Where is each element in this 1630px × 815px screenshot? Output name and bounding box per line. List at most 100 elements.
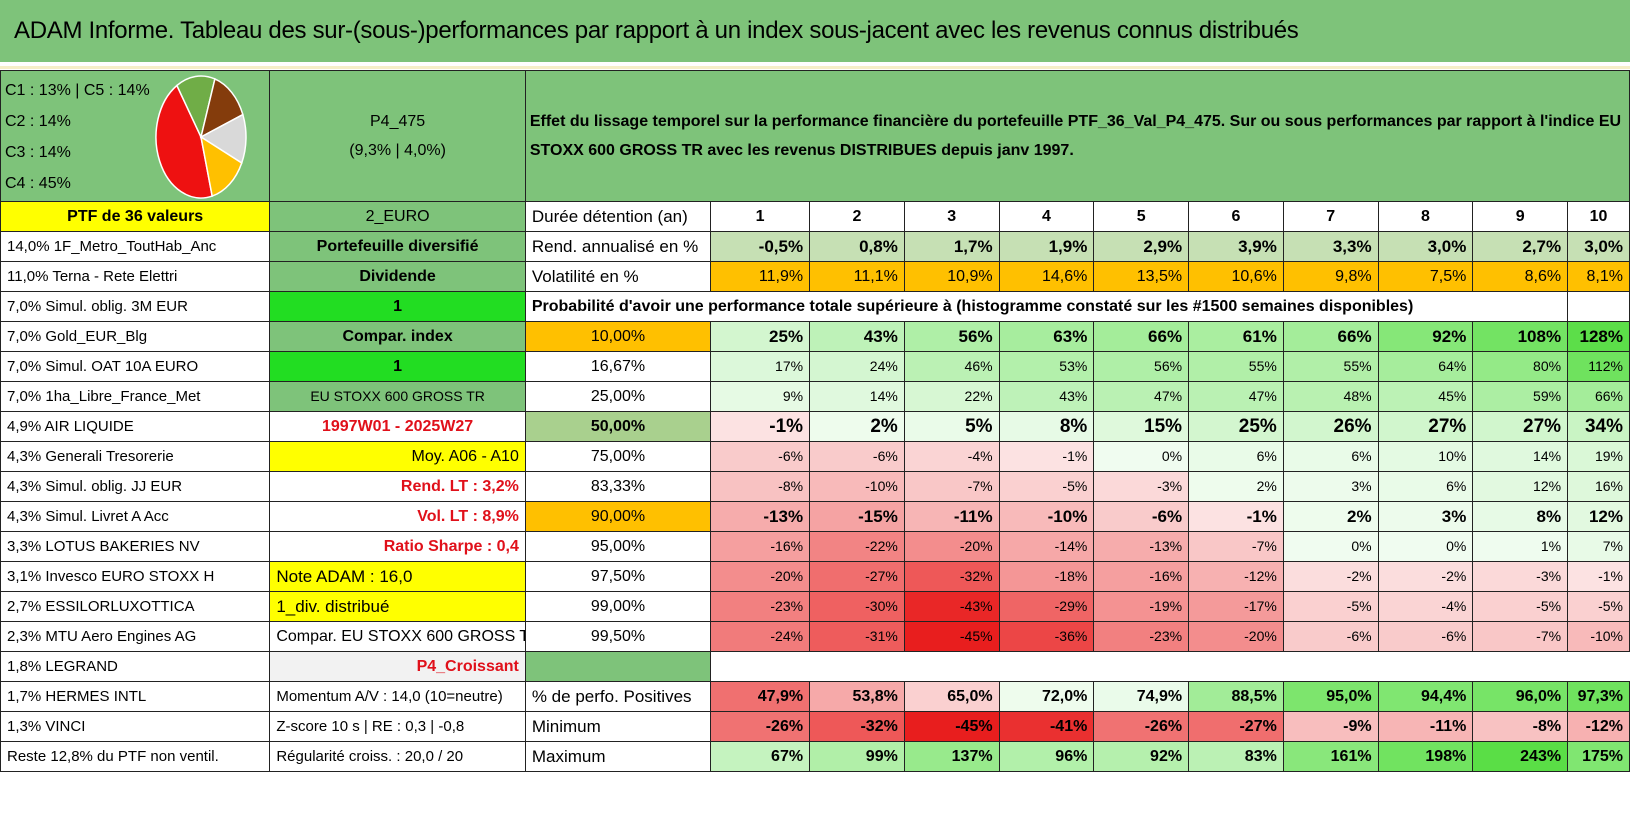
maximum-row-value: 92%: [1093, 741, 1190, 772]
quantile-value: 27%: [1377, 411, 1474, 442]
holding-item: 7,0% Simul. OAT 10A EURO: [0, 351, 271, 382]
quantile-value: -6%: [1093, 501, 1190, 532]
minimum-row-value: -26%: [710, 711, 811, 742]
quantile-value: 22%: [903, 381, 1000, 412]
holding-item: 11,0% Terna - Rete Elettri: [0, 261, 271, 292]
positive-row-value: 47,9%: [710, 681, 811, 712]
quantile-value: 2%: [809, 411, 905, 442]
quantile-value: 0%: [1377, 531, 1474, 562]
holding-item: 1,8% LEGRAND: [0, 651, 271, 682]
positive-row-value: 74,9%: [1093, 681, 1190, 712]
info-cell: 1_div. distribué: [269, 591, 526, 622]
holding-item: 3,1% Invesco EURO STOXX H: [0, 561, 271, 592]
quantile-value: -1%: [998, 441, 1095, 472]
quantile-value: 47%: [1093, 381, 1190, 412]
pie-legend: C1 : 13% | C5 : 14% C2 : 14% C3 : 14% C4…: [5, 75, 150, 199]
info-cell: P4_Croissant: [269, 651, 526, 682]
quantile-value: 56%: [1093, 351, 1190, 382]
horizon-header: 1: [710, 201, 811, 232]
quantile-label: 16,67%: [524, 351, 712, 382]
return-label: Rend. annualisé en %: [524, 231, 712, 262]
info-cell: Moy. A06 - A10: [269, 441, 526, 472]
info-cell: Dividende: [269, 261, 526, 292]
minimum-row-value: -12%: [1567, 711, 1630, 742]
quantile-row: 3,3% LOTUS BAKERIES NV Ratio Sharpe : 0,4…: [0, 531, 1630, 562]
quantile-value: 6%: [1377, 471, 1474, 502]
quantile-value: 24%: [809, 351, 905, 382]
quantile-value: 56%: [903, 321, 1000, 352]
header-block-row: C1 : 13% | C5 : 14% C2 : 14% C3 : 14% C4…: [0, 70, 1630, 202]
quantile-value: 55%: [1188, 351, 1284, 382]
return-value: 1,9%: [998, 231, 1095, 262]
quantile-value: -7%: [1188, 531, 1284, 562]
volatility-label: Volatilité en %: [524, 261, 712, 292]
quantile-value: 8%: [1472, 501, 1569, 532]
volatility-value: 11,9%: [710, 261, 811, 292]
minimum-row-value: -45%: [903, 711, 1000, 742]
holding-item: 1,3% VINCI: [0, 711, 271, 742]
maximum-row-value: 161%: [1282, 741, 1379, 772]
quantile-value: -5%: [998, 471, 1095, 502]
quantile-value: 25%: [1188, 411, 1284, 442]
pie-legend-line: C1 : 13% | C5 : 14%: [5, 82, 150, 99]
quantile-label: 83,33%: [524, 471, 712, 502]
holding-item: Reste 12,8% du PTF non ventil.: [0, 741, 271, 772]
quantile-value: 12%: [1472, 471, 1569, 502]
quantile-row: 2,3% MTU Aero Engines AG Compar. EU STOXX…: [0, 621, 1630, 652]
quantile-value: -1%: [1188, 501, 1284, 532]
quantile-value: 43%: [998, 381, 1095, 412]
quantile-value: 53%: [998, 351, 1095, 382]
maximum-row-label: Maximum: [524, 741, 712, 772]
return-value: 2,9%: [1093, 231, 1190, 262]
maximum-row-value: 137%: [903, 741, 1000, 772]
volatility-row: 11,0% Terna - Rete Elettri Dividende Volat…: [0, 261, 1630, 292]
description-cell: Effet du lissage temporel sur la perform…: [524, 70, 1630, 202]
holding-item: 1,7% HERMES INTL: [0, 681, 271, 712]
quantile-value: -18%: [998, 561, 1095, 592]
minimum-row-value: -26%: [1093, 711, 1190, 742]
quantile-row: 4,9% AIR LIQUIDE 1997W01 - 2025W27 50,00% -…: [0, 411, 1630, 442]
quantile-value: -23%: [710, 591, 811, 622]
separator-strip: [0, 66, 1630, 69]
minimum-row-value: -9%: [1282, 711, 1379, 742]
maximum-row: Reste 12,8% du PTF non ventil. Régularité…: [0, 741, 1630, 772]
quantile-value: 7%: [1567, 531, 1630, 562]
quantile-value: 9%: [710, 381, 811, 412]
quantile-label: 10,00%: [524, 321, 712, 352]
horizon-header: 6: [1188, 201, 1284, 232]
quantile-value: -15%: [809, 501, 905, 532]
quantile-label: 90,00%: [524, 501, 712, 532]
maximum-row-value: 175%: [1567, 741, 1630, 772]
probability-label: Probabilité d'avoir une performance tota…: [524, 291, 1569, 322]
maximum-row-value: 67%: [710, 741, 811, 772]
volatility-value: 10,9%: [903, 261, 1000, 292]
maximum-row-value: 198%: [1377, 741, 1474, 772]
quantile-value: 27%: [1472, 411, 1569, 442]
quantile-value: 46%: [903, 351, 1000, 382]
quantile-value: -4%: [903, 441, 1000, 472]
title-bar: ADAM Informe. Tableau des sur-(sous-)per…: [0, 0, 1630, 62]
holding-item: 2,7% ESSILORLUXOTTICA: [0, 591, 271, 622]
volatility-value: 8,6%: [1472, 261, 1569, 292]
horizon-header: 9: [1472, 201, 1569, 232]
holding-item: 4,3% Simul. oblig. JJ EUR: [0, 471, 271, 502]
currency-cell: 2_EURO: [269, 201, 526, 232]
horizon-header: 7: [1282, 201, 1379, 232]
info-cell: Régularité croiss. : 20,0 / 20: [269, 741, 526, 772]
horizon-label: Durée détention (an): [524, 201, 712, 232]
quantile-value: -13%: [710, 501, 811, 532]
holding-item: 7,0% Simul. oblig. 3M EUR: [0, 291, 271, 322]
quantile-value: -43%: [903, 591, 1000, 622]
allocation-pie-chart: [155, 75, 247, 199]
minimum-row-value: -32%: [809, 711, 905, 742]
minimum-row-value: -27%: [1188, 711, 1284, 742]
quantile-value: 10%: [1377, 441, 1474, 472]
quantile-value: -22%: [809, 531, 905, 562]
holding-item: 4,9% AIR LIQUIDE: [0, 411, 271, 442]
quantile-value: -19%: [1093, 591, 1190, 622]
quantile-value: 43%: [809, 321, 905, 352]
volatility-value: 14,6%: [998, 261, 1095, 292]
return-value: 3,9%: [1188, 231, 1284, 262]
quantile-value: 6%: [1188, 441, 1284, 472]
quantile-value: 3%: [1377, 501, 1474, 532]
